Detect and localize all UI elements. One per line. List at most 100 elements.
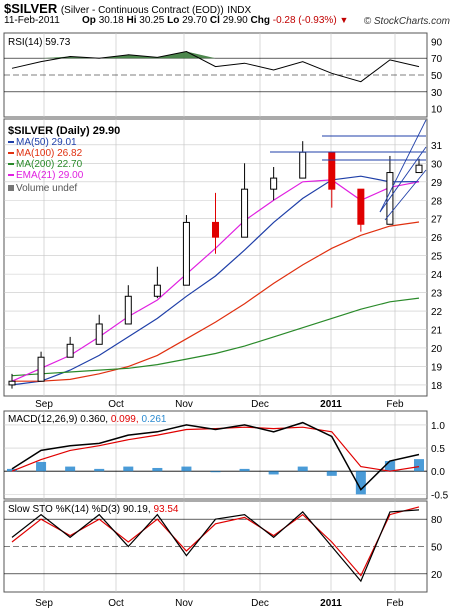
change-value: -0.28 (-0.93%) <box>272 15 337 26</box>
ma50-line <box>11 175 420 386</box>
macd-tick-label-3: 1.0 <box>431 421 445 432</box>
open-label: Op <box>82 15 96 26</box>
price-tick-label-2: 20 <box>431 344 443 355</box>
trend-line-4 <box>379 119 427 213</box>
candle-body-14 <box>415 164 423 174</box>
price-xtick-label-5: Feb <box>386 399 404 410</box>
price-tick-label-3: 21 <box>431 326 443 337</box>
macd-hist-bar-4 <box>123 466 134 472</box>
sto-legend: Slow STO %K(14) %D(3) 90.19, 93.54 <box>8 504 179 515</box>
candle-body-10 <box>299 151 307 179</box>
macd-hist-bar-1 <box>36 461 47 472</box>
high-value: 30.25 <box>139 15 165 26</box>
candle-body-0 <box>8 380 16 386</box>
candle-body-11 <box>328 151 336 190</box>
ma200-legend-label: MA(200) 22.70 <box>16 159 83 170</box>
quote-date: 11-Feb-2011 <box>4 15 60 26</box>
price-tick-label-6: 24 <box>431 270 443 281</box>
symbol-description: (Silver - Continuous Contract (EOD)) <box>60 5 224 16</box>
macd-hist-bar-7 <box>210 471 221 473</box>
price-title: $SILVER (Daily) 29.90 <box>8 125 120 137</box>
macd-hist-bar-11 <box>326 471 337 476</box>
macd-signal-line <box>11 426 420 472</box>
low-label: Lo <box>167 15 180 26</box>
price-xtick-label-1: Oct <box>108 399 124 410</box>
price-tick-label-13: 31 <box>431 141 443 152</box>
volume-legend-label: Volume undef <box>16 183 77 194</box>
macd-hist-bar-10 <box>297 466 308 472</box>
price-xtick-label-4: 2011 <box>320 399 342 410</box>
macd-tick-label-0: -0.5 <box>431 490 449 501</box>
symbol: $SILVER <box>4 1 58 16</box>
volume-legend-swatch <box>8 185 14 191</box>
price-tick-label-4: 22 <box>431 307 443 318</box>
candle-body-1 <box>37 356 45 382</box>
macd-hist-bar-3 <box>94 468 105 472</box>
price-panel <box>3 118 428 397</box>
ma200-line <box>11 297 420 377</box>
sto-tick-label-1: 50 <box>431 543 443 554</box>
macd-hist-bar-8 <box>239 468 250 472</box>
candle-body-9 <box>270 177 278 190</box>
sto-xtick-label-5: Feb <box>386 598 404 609</box>
macd-hist-bar-13 <box>384 461 395 472</box>
macd-legend: MACD(12,26,9) 0.360, 0.099, 0.261 <box>8 414 167 425</box>
sto-xtick-label-4: 2011 <box>320 598 342 609</box>
rsi-line <box>11 50 420 83</box>
rsi-tick-label-2: 50 <box>431 71 443 82</box>
price-xtick-label-2: Nov <box>175 399 193 410</box>
rsi-tick-label-1: 30 <box>431 88 443 99</box>
sto-tick-label-2: 80 <box>431 515 443 526</box>
price-tick-label-8: 26 <box>431 233 443 244</box>
brand-label: © StockCharts.com <box>363 16 450 27</box>
macd-hist-bar-5 <box>152 467 163 472</box>
macd-tick-label-1: 0.0 <box>431 467 445 478</box>
price-tick-label-5: 23 <box>431 289 443 300</box>
trend-line-5 <box>384 169 427 221</box>
macd-hist-bar-9 <box>268 471 279 475</box>
trend-line-6 <box>379 146 427 213</box>
sto-xtick-label-1: Oct <box>108 598 124 609</box>
candle-body-6 <box>182 221 190 286</box>
price-tick-label-7: 25 <box>431 252 443 263</box>
change-label: Chg <box>250 15 270 26</box>
price-tick-label-11: 29 <box>431 178 443 189</box>
close-value: 29.90 <box>222 15 248 26</box>
price-xtick-label-0: Sep <box>35 399 53 410</box>
macd-hist-bar-6 <box>181 466 192 472</box>
rsi-tick-label-4: 90 <box>431 37 443 48</box>
sto-tick-label-0: 20 <box>431 570 443 581</box>
rsi-tick-label-3: 70 <box>431 54 443 65</box>
high-label: Hi <box>126 15 137 26</box>
open-value: 30.18 <box>98 15 124 26</box>
exchange: INDX <box>227 5 252 16</box>
sto-xtick-label-3: Dec <box>251 598 269 609</box>
ma50-legend-label: MA(50) 29.01 <box>16 137 77 148</box>
down-triangle-icon: ▼ <box>339 15 349 25</box>
rsi-legend: RSI(14) 59.73 <box>8 37 71 48</box>
price-xtick-label-3: Dec <box>251 399 269 410</box>
macd-hist-bar-2 <box>65 466 76 472</box>
ema21-legend-label: EMA(21) 29.00 <box>16 170 84 181</box>
macd-line <box>11 421 420 491</box>
price-tick-label-9: 27 <box>431 215 443 226</box>
macd-hist-bar-12 <box>355 471 366 495</box>
candle-body-3 <box>95 323 103 345</box>
chart-title: $SILVER (Silver - Continuous Contract (E… <box>4 1 251 16</box>
sto-xtick-label-0: Sep <box>35 598 53 609</box>
candle-body-2 <box>66 343 74 358</box>
ma100-legend-label: MA(100) 26.82 <box>16 148 83 159</box>
candle-body-4 <box>124 295 132 325</box>
candle-body-8 <box>241 188 249 238</box>
quote-line: 11-Feb-2011 Op 30.18 Hi 30.25 Lo 29.70 C… <box>4 15 348 26</box>
sto-k-line <box>11 509 420 583</box>
ma100-line <box>12 221 420 382</box>
macd-hist-bar-14 <box>414 459 424 472</box>
macd-tick-label-2: 0.5 <box>431 444 445 455</box>
sto-xtick-label-2: Nov <box>175 598 193 609</box>
candle-body-12 <box>357 188 365 225</box>
low-value: 29.70 <box>182 15 208 26</box>
price-tick-label-0: 18 <box>431 381 443 392</box>
